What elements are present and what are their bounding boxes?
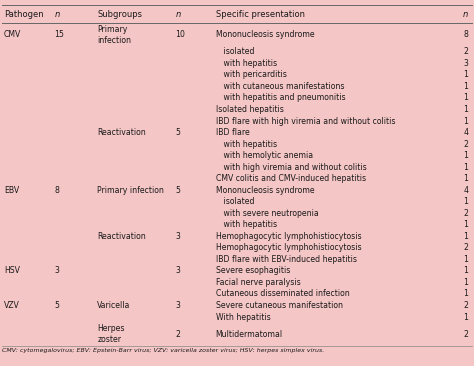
- Text: Isolated hepatitis: Isolated hepatitis: [216, 105, 283, 114]
- Text: Hemophagocytic lymphohistiocytosis: Hemophagocytic lymphohistiocytosis: [216, 243, 361, 253]
- Text: with high viremia and without colitis: with high viremia and without colitis: [216, 163, 366, 172]
- Text: 3: 3: [464, 59, 468, 68]
- Text: 2: 2: [464, 243, 468, 253]
- Text: with hemolytic anemia: with hemolytic anemia: [216, 151, 313, 160]
- Text: 1: 1: [463, 151, 468, 160]
- Text: n: n: [175, 10, 181, 19]
- Text: 10: 10: [175, 30, 185, 39]
- Text: 8: 8: [55, 186, 59, 195]
- Text: 15: 15: [55, 30, 64, 39]
- Text: with pericarditis: with pericarditis: [216, 70, 287, 79]
- Text: with hepatitis: with hepatitis: [216, 220, 277, 229]
- Text: 1: 1: [463, 116, 468, 126]
- Text: 1: 1: [463, 313, 468, 322]
- Text: HSV: HSV: [4, 266, 19, 276]
- Text: n: n: [55, 10, 60, 19]
- Text: Specific presentation: Specific presentation: [216, 10, 305, 19]
- Text: CMV: cytomegalovirus; EBV: Epstein-Barr virus; VZV: varicella zoster virus; HSV:: CMV: cytomegalovirus; EBV: Epstein-Barr …: [2, 348, 325, 353]
- Text: 1: 1: [463, 70, 468, 79]
- Text: n: n: [463, 10, 468, 19]
- Text: 2: 2: [464, 301, 468, 310]
- Text: 1: 1: [463, 105, 468, 114]
- Text: Mononucleosis syndrome: Mononucleosis syndrome: [216, 186, 314, 195]
- Text: 1: 1: [463, 174, 468, 183]
- Text: 3: 3: [175, 266, 180, 276]
- Text: 2: 2: [464, 139, 468, 149]
- Text: 4: 4: [463, 186, 468, 195]
- Text: 5: 5: [175, 186, 180, 195]
- Text: 1: 1: [463, 93, 468, 102]
- Text: Subgroups: Subgroups: [97, 10, 142, 19]
- Text: 2: 2: [464, 330, 468, 339]
- Text: 1: 1: [463, 278, 468, 287]
- Text: EBV: EBV: [4, 186, 19, 195]
- Text: 1: 1: [463, 163, 468, 172]
- Text: Herpes
zoster: Herpes zoster: [97, 324, 125, 344]
- Text: 3: 3: [175, 232, 180, 241]
- Text: Cutaneous disseminated infection: Cutaneous disseminated infection: [216, 290, 349, 299]
- Text: 1: 1: [463, 255, 468, 264]
- Text: CMV colitis and CMV-induced hepatitis: CMV colitis and CMV-induced hepatitis: [216, 174, 366, 183]
- Text: IBD flare with high viremia and without colitis: IBD flare with high viremia and without …: [216, 116, 395, 126]
- Text: Primary
infection: Primary infection: [97, 25, 131, 45]
- Text: VZV: VZV: [4, 301, 19, 310]
- Text: Severe cutaneous manifestation: Severe cutaneous manifestation: [216, 301, 343, 310]
- Text: IBD flare: IBD flare: [216, 128, 249, 137]
- Text: Severe esophagitis: Severe esophagitis: [216, 266, 290, 276]
- Text: with hepatitis and pneumonitis: with hepatitis and pneumonitis: [216, 93, 345, 102]
- Text: with cutaneous manifestations: with cutaneous manifestations: [216, 82, 344, 91]
- Text: with severe neutropenia: with severe neutropenia: [216, 209, 319, 218]
- Text: Reactivation: Reactivation: [97, 128, 146, 137]
- Text: isolated: isolated: [216, 197, 254, 206]
- Text: 1: 1: [463, 232, 468, 241]
- Text: CMV: CMV: [4, 30, 21, 39]
- Text: IBD flare with EBV-induced hepatitis: IBD flare with EBV-induced hepatitis: [216, 255, 356, 264]
- Text: Reactivation: Reactivation: [97, 232, 146, 241]
- Text: 2: 2: [464, 209, 468, 218]
- Text: Multidermatomal: Multidermatomal: [216, 330, 283, 339]
- Text: 3: 3: [175, 301, 180, 310]
- Text: Hemophagocytic lymphohistiocytosis: Hemophagocytic lymphohistiocytosis: [216, 232, 361, 241]
- Text: 2: 2: [175, 330, 180, 339]
- Text: 1: 1: [463, 197, 468, 206]
- Text: With hepatitis: With hepatitis: [216, 313, 271, 322]
- Text: 3: 3: [55, 266, 59, 276]
- Text: 8: 8: [464, 30, 468, 39]
- Text: with hepatitis: with hepatitis: [216, 59, 277, 68]
- Text: with hepatitis: with hepatitis: [216, 139, 277, 149]
- Text: 2: 2: [464, 47, 468, 56]
- Text: Pathogen: Pathogen: [4, 10, 44, 19]
- Text: Varicella: Varicella: [97, 301, 130, 310]
- Text: 1: 1: [463, 220, 468, 229]
- Text: Facial nerve paralysis: Facial nerve paralysis: [216, 278, 301, 287]
- Text: Primary infection: Primary infection: [97, 186, 164, 195]
- Text: 5: 5: [175, 128, 180, 137]
- Text: isolated: isolated: [216, 47, 254, 56]
- Text: Mononucleosis syndrome: Mononucleosis syndrome: [216, 30, 314, 39]
- Text: 1: 1: [463, 266, 468, 276]
- Text: 1: 1: [463, 290, 468, 299]
- Text: 1: 1: [463, 82, 468, 91]
- Text: 4: 4: [463, 128, 468, 137]
- Text: 5: 5: [55, 301, 59, 310]
